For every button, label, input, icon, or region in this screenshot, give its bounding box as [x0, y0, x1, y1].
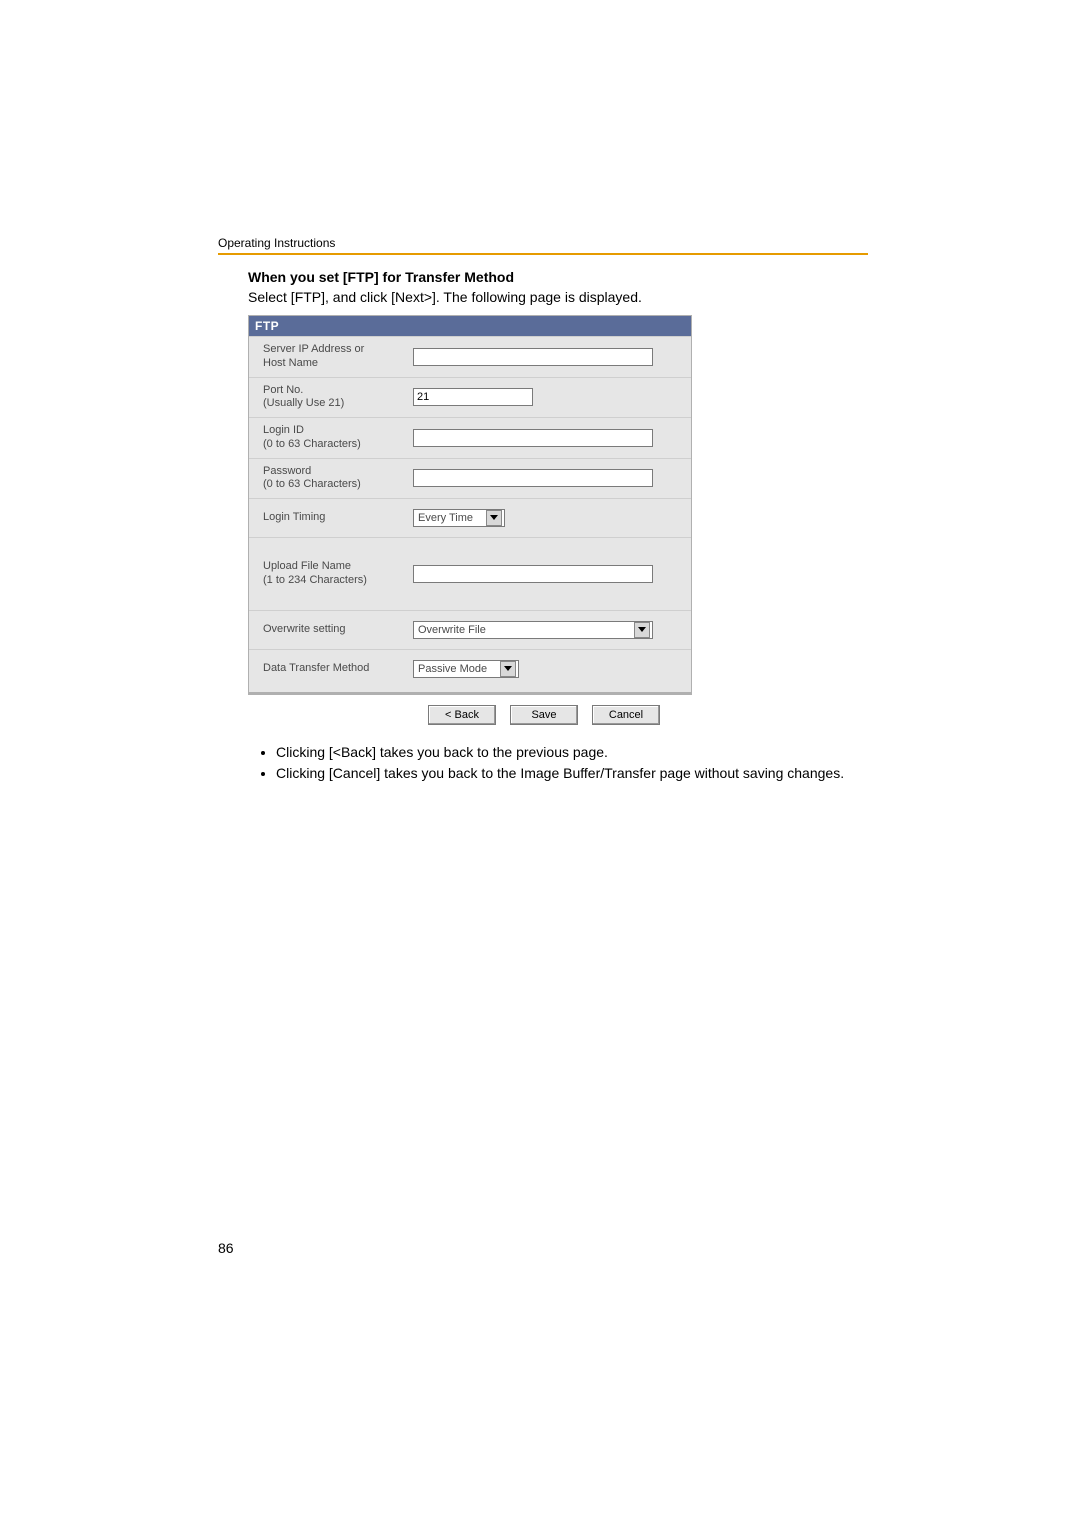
- label-data-transfer: Data Transfer Method: [263, 662, 413, 676]
- label-text: Password: [263, 465, 311, 477]
- page-number: 86: [218, 1240, 234, 1256]
- select-value: Passive Mode: [418, 663, 487, 675]
- label-text: Host Name: [263, 357, 318, 369]
- section-title: When you set [FTP] for Transfer Method: [248, 269, 868, 285]
- label-text: (0 to 63 Characters): [263, 478, 361, 490]
- label-text: (0 to 63 Characters): [263, 438, 361, 450]
- row-login-id: Login ID (0 to 63 Characters): [249, 417, 691, 458]
- label-text: (1 to 234 Characters): [263, 574, 367, 586]
- ftp-panel-heading: FTP: [249, 316, 691, 336]
- save-button[interactable]: Save: [510, 705, 578, 725]
- row-server: Server IP Address or Host Name: [249, 336, 691, 377]
- button-row: < Back Save Cancel: [248, 695, 870, 725]
- server-input[interactable]: [413, 348, 653, 366]
- select-value: Every Time: [418, 512, 473, 524]
- data-transfer-select[interactable]: Passive Mode: [413, 660, 519, 678]
- port-input[interactable]: [413, 388, 533, 406]
- row-overwrite: Overwrite setting Overwrite File: [249, 610, 691, 649]
- label-port: Port No. (Usually Use 21): [263, 384, 413, 412]
- login-id-input[interactable]: [413, 429, 653, 447]
- chevron-down-icon: [634, 622, 650, 638]
- row-data-transfer: Data Transfer Method Passive Mode: [249, 649, 691, 688]
- running-header: Operating Instructions: [218, 236, 868, 250]
- label-text: Upload File Name: [263, 560, 351, 572]
- row-upload-filename: Upload File Name (1 to 234 Characters): [249, 537, 691, 610]
- note-item: Clicking [Cancel] takes you back to the …: [276, 764, 868, 783]
- label-login-id: Login ID (0 to 63 Characters): [263, 424, 413, 452]
- label-text: Login ID: [263, 424, 304, 436]
- label-text: (Usually Use 21): [263, 397, 344, 409]
- password-input[interactable]: [413, 469, 653, 487]
- header-rule: [218, 253, 868, 255]
- overwrite-select[interactable]: Overwrite File: [413, 621, 653, 639]
- ftp-panel: FTP Server IP Address or Host Name Port …: [248, 315, 692, 695]
- label-password: Password (0 to 63 Characters): [263, 465, 413, 493]
- cancel-button[interactable]: Cancel: [592, 705, 660, 725]
- label-text: Port No.: [263, 384, 303, 396]
- row-password: Password (0 to 63 Characters): [249, 458, 691, 499]
- row-port: Port No. (Usually Use 21): [249, 377, 691, 418]
- label-server: Server IP Address or Host Name: [263, 343, 413, 371]
- label-upload-filename: Upload File Name (1 to 234 Characters): [263, 560, 413, 588]
- login-timing-select[interactable]: Every Time: [413, 509, 505, 527]
- section-subtitle: Select [FTP], and click [Next>]. The fol…: [248, 289, 868, 305]
- chevron-down-icon: [500, 661, 516, 677]
- panel-divider: [249, 692, 691, 694]
- row-login-timing: Login Timing Every Time: [249, 498, 691, 537]
- chevron-down-icon: [486, 510, 502, 526]
- label-overwrite: Overwrite setting: [263, 623, 413, 637]
- note-item: Clicking [<Back] takes you back to the p…: [276, 743, 868, 762]
- back-button[interactable]: < Back: [428, 705, 496, 725]
- label-text: Server IP Address or: [263, 343, 364, 355]
- label-login-timing: Login Timing: [263, 511, 413, 525]
- page-content: Operating Instructions When you set [FTP…: [218, 236, 868, 785]
- select-value: Overwrite File: [418, 624, 486, 636]
- notes: Clicking [<Back] takes you back to the p…: [248, 743, 868, 783]
- upload-filename-input[interactable]: [413, 565, 653, 583]
